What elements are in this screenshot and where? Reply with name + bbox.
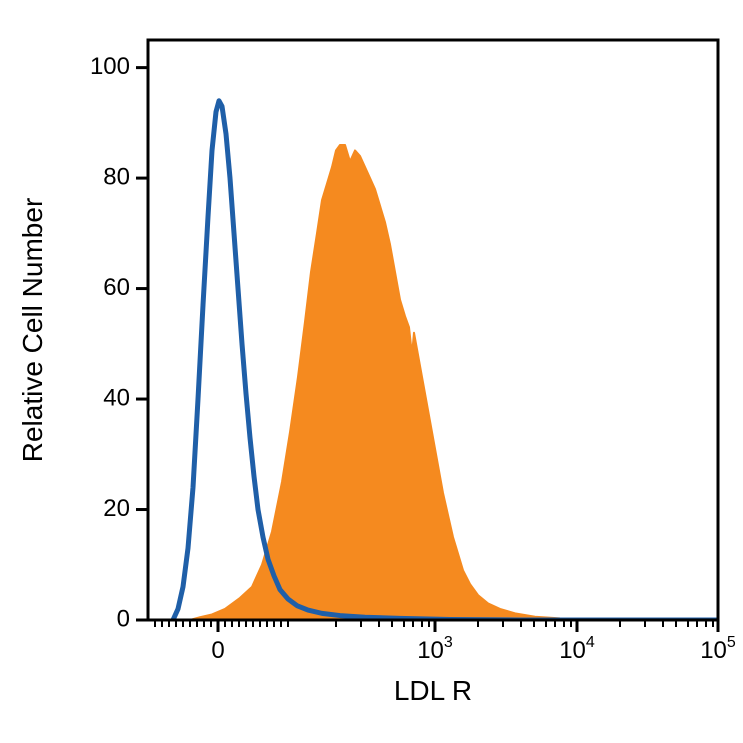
x-tick-label: 104	[559, 634, 595, 664]
chart-container: 0 20 40 60 80 100 0 103 104 105 Relative Cell Numb…	[0, 0, 743, 743]
x-tick-label: 0	[211, 637, 224, 664]
y-tick-label: 0	[117, 605, 130, 632]
histogram-chart: 0 20 40 60 80 100 0 103 104 105 Relative Cell Numb…	[0, 0, 743, 743]
y-tick-label: 100	[90, 53, 130, 80]
y-tick-label: 60	[103, 274, 130, 301]
x-tick-label: 105	[700, 634, 736, 664]
y-tick-label: 20	[103, 495, 130, 522]
series-sample	[190, 145, 718, 620]
y-tick-label: 80	[103, 163, 130, 190]
y-tick-label: 40	[103, 384, 130, 411]
y-axis-label: Relative Cell Number	[17, 198, 48, 463]
x-axis-label: LDL R	[394, 675, 472, 706]
x-tick-label: 103	[417, 634, 453, 664]
